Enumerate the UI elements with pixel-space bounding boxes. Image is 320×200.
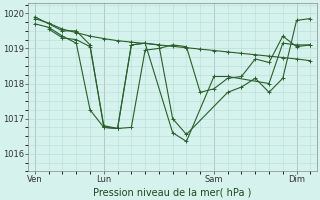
X-axis label: Pression niveau de la mer( hPa ): Pression niveau de la mer( hPa ) — [93, 187, 252, 197]
